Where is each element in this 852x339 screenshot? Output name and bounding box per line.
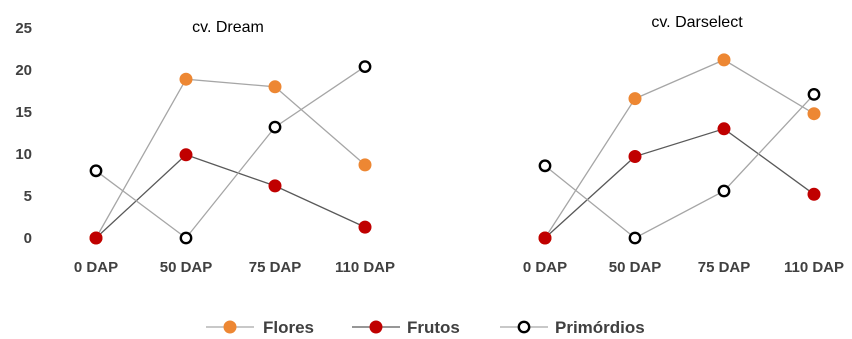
x-tick-label: 75 DAP: [698, 259, 751, 276]
legend-label: Primórdios: [555, 318, 645, 337]
data-point: [628, 231, 642, 245]
data-point: [358, 158, 372, 172]
series-line-primordios: [95, 66, 366, 239]
data-point: [717, 53, 731, 67]
data-point: [538, 231, 552, 245]
data-point: [268, 179, 282, 193]
data-point: [717, 122, 731, 136]
x-tick-label: 110 DAP: [784, 259, 844, 276]
legend-marker-1: [223, 320, 237, 334]
x-tick-label: 110 DAP: [335, 259, 395, 276]
data-point: [179, 72, 193, 86]
legend-marker-2: [369, 320, 383, 334]
legend-label: Frutos: [407, 318, 460, 337]
series-line-flores: [544, 59, 815, 239]
data-point: [717, 184, 731, 198]
data-point: [628, 150, 642, 163]
legend-marker-3: [517, 320, 531, 334]
y-tick-label: 20: [15, 62, 32, 79]
y-tick-label: 15: [15, 104, 32, 121]
data-point: [358, 220, 372, 234]
data-point: [807, 88, 821, 101]
y-tick-label: 10: [15, 146, 32, 163]
data-point: [268, 80, 282, 94]
series-line-frutos: [95, 154, 366, 239]
x-tick-label: 0 DAP: [74, 259, 118, 276]
data-point: [538, 159, 552, 173]
data-point: [628, 92, 642, 106]
x-tick-label: 50 DAP: [160, 259, 213, 276]
x-tick-label: 0 DAP: [523, 259, 567, 276]
data-point: [89, 164, 103, 178]
data-point: [89, 231, 103, 245]
data-point: [268, 120, 282, 134]
x-tick-label: 50 DAP: [609, 259, 662, 276]
series-line-primordios: [544, 93, 815, 239]
y-tick-label: 0: [24, 230, 32, 247]
legend-label: Flores: [263, 318, 314, 337]
data-point: [807, 107, 821, 121]
data-point: [179, 231, 193, 245]
data-point: [179, 148, 193, 162]
y-tick-label: 25: [15, 20, 32, 37]
x-tick-label: 75 DAP: [249, 259, 302, 276]
y-tick-label: 5: [24, 188, 32, 205]
chart-title: cv. Darselect: [651, 14, 743, 31]
series-line-frutos: [544, 128, 815, 239]
chart-title: cv. Dream: [192, 19, 264, 36]
series-line-flores: [95, 78, 366, 239]
data-point: [358, 60, 372, 73]
data-point: [807, 187, 821, 201]
